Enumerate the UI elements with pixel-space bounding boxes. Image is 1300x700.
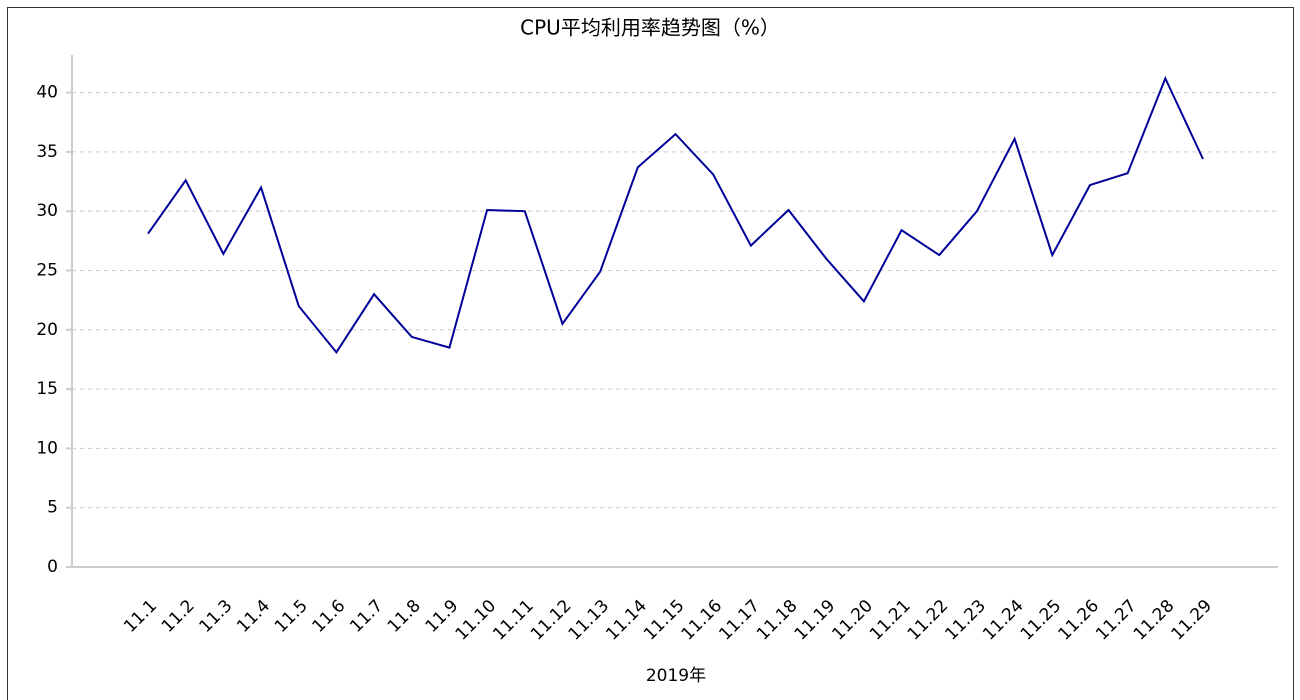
x-tick-label: 11.21	[866, 596, 915, 645]
y-tick-label: 35	[36, 142, 58, 162]
x-tick-label: 11.28	[1130, 596, 1179, 645]
x-tick-label: 11.2	[158, 596, 199, 637]
y-tick-label: 20	[36, 320, 58, 340]
y-tick-label: 40	[36, 83, 58, 103]
x-tick-label: 11.8	[384, 596, 425, 637]
x-tick-label: 11.5	[271, 596, 312, 637]
x-tick-label: 11.22	[904, 596, 953, 645]
x-tick-label: 11.6	[309, 596, 350, 637]
x-tick-label: 11.10	[452, 596, 501, 645]
y-tick-label: 30	[36, 201, 58, 221]
x-tick-label: 11.24	[979, 596, 1028, 645]
y-tick-label: 25	[36, 260, 58, 280]
x-tick-label: 11.26	[1054, 596, 1103, 645]
x-tick-label: 11.23	[941, 596, 990, 645]
x-tick-label: 11.29	[1168, 596, 1217, 645]
x-tick-label: 11.19	[791, 596, 840, 645]
x-tick-label: 11.7	[346, 596, 387, 637]
x-tick-label: 11.25	[1017, 596, 1066, 645]
x-tick-label: 11.4	[233, 596, 274, 637]
x-tick-label: 11.20	[828, 596, 877, 645]
x-tick-label: 11.14	[602, 596, 651, 645]
x-tick-label: 11.17	[715, 596, 764, 645]
x-tick-label: 11.12	[527, 596, 576, 645]
y-tick-label: 0	[47, 557, 58, 577]
y-tick-label: 15	[36, 379, 58, 399]
chart-title: CPU平均利用率趋势图（%）	[520, 16, 780, 40]
y-tick-label: 10	[36, 438, 58, 458]
x-tick-label: 11.16	[678, 596, 727, 645]
frame	[7, 7, 1294, 700]
x-tick-label: 11.1	[120, 596, 161, 637]
x-tick-label: 11.11	[489, 596, 538, 645]
line-series	[147, 75, 1204, 355]
x-axis-label: 2019年	[646, 666, 706, 686]
x-tick-label: 11.13	[565, 596, 614, 645]
y-tick-label: 5	[47, 498, 58, 518]
x-tick-label: 11.3	[196, 596, 237, 637]
x-tick-label: 11.15	[640, 596, 689, 645]
x-tick-label: 11.27	[1092, 596, 1141, 645]
x-tick-label: 11.18	[753, 596, 802, 645]
